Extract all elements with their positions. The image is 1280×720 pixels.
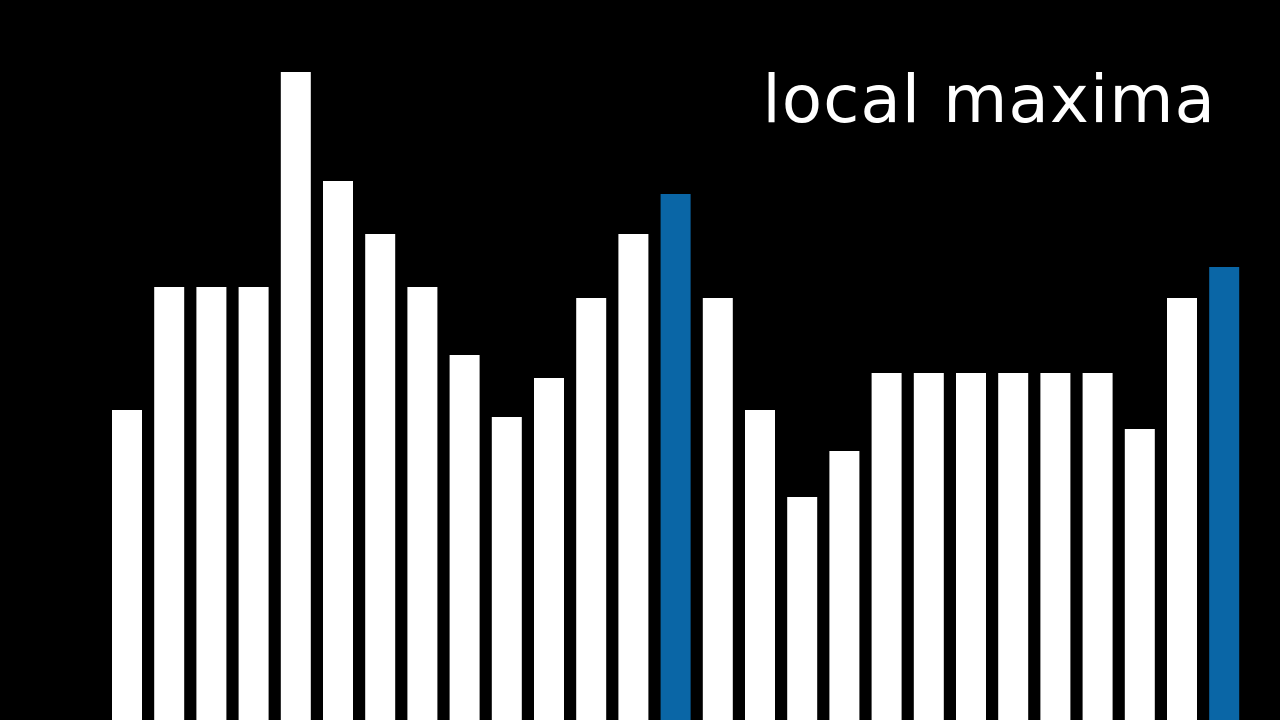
bar-highlighted: [660, 194, 691, 720]
bar: [702, 298, 733, 720]
bars-group: [112, 72, 1240, 720]
bar-highlighted: [1209, 267, 1240, 720]
bar: [1040, 373, 1071, 720]
bar: [365, 234, 396, 720]
bar: [1124, 429, 1155, 720]
bar: [534, 378, 564, 720]
bar: [491, 417, 522, 720]
bar: [280, 72, 311, 720]
bar: [745, 410, 775, 720]
bar: [956, 373, 986, 720]
bar: [871, 373, 902, 720]
bar: [998, 373, 1029, 720]
bar: [323, 181, 353, 720]
bar: [112, 410, 142, 720]
bar: [1167, 298, 1197, 720]
bar: [196, 287, 227, 720]
bar: [154, 287, 185, 720]
bar: [1082, 373, 1113, 720]
chart-title: local maxima: [762, 61, 1216, 138]
bar: [787, 497, 818, 720]
bar: [407, 287, 438, 720]
bar: [449, 355, 480, 720]
bar: [618, 234, 649, 720]
bar: [238, 287, 269, 720]
bar: [576, 298, 607, 720]
bar: [913, 373, 944, 720]
bar: [829, 451, 860, 720]
